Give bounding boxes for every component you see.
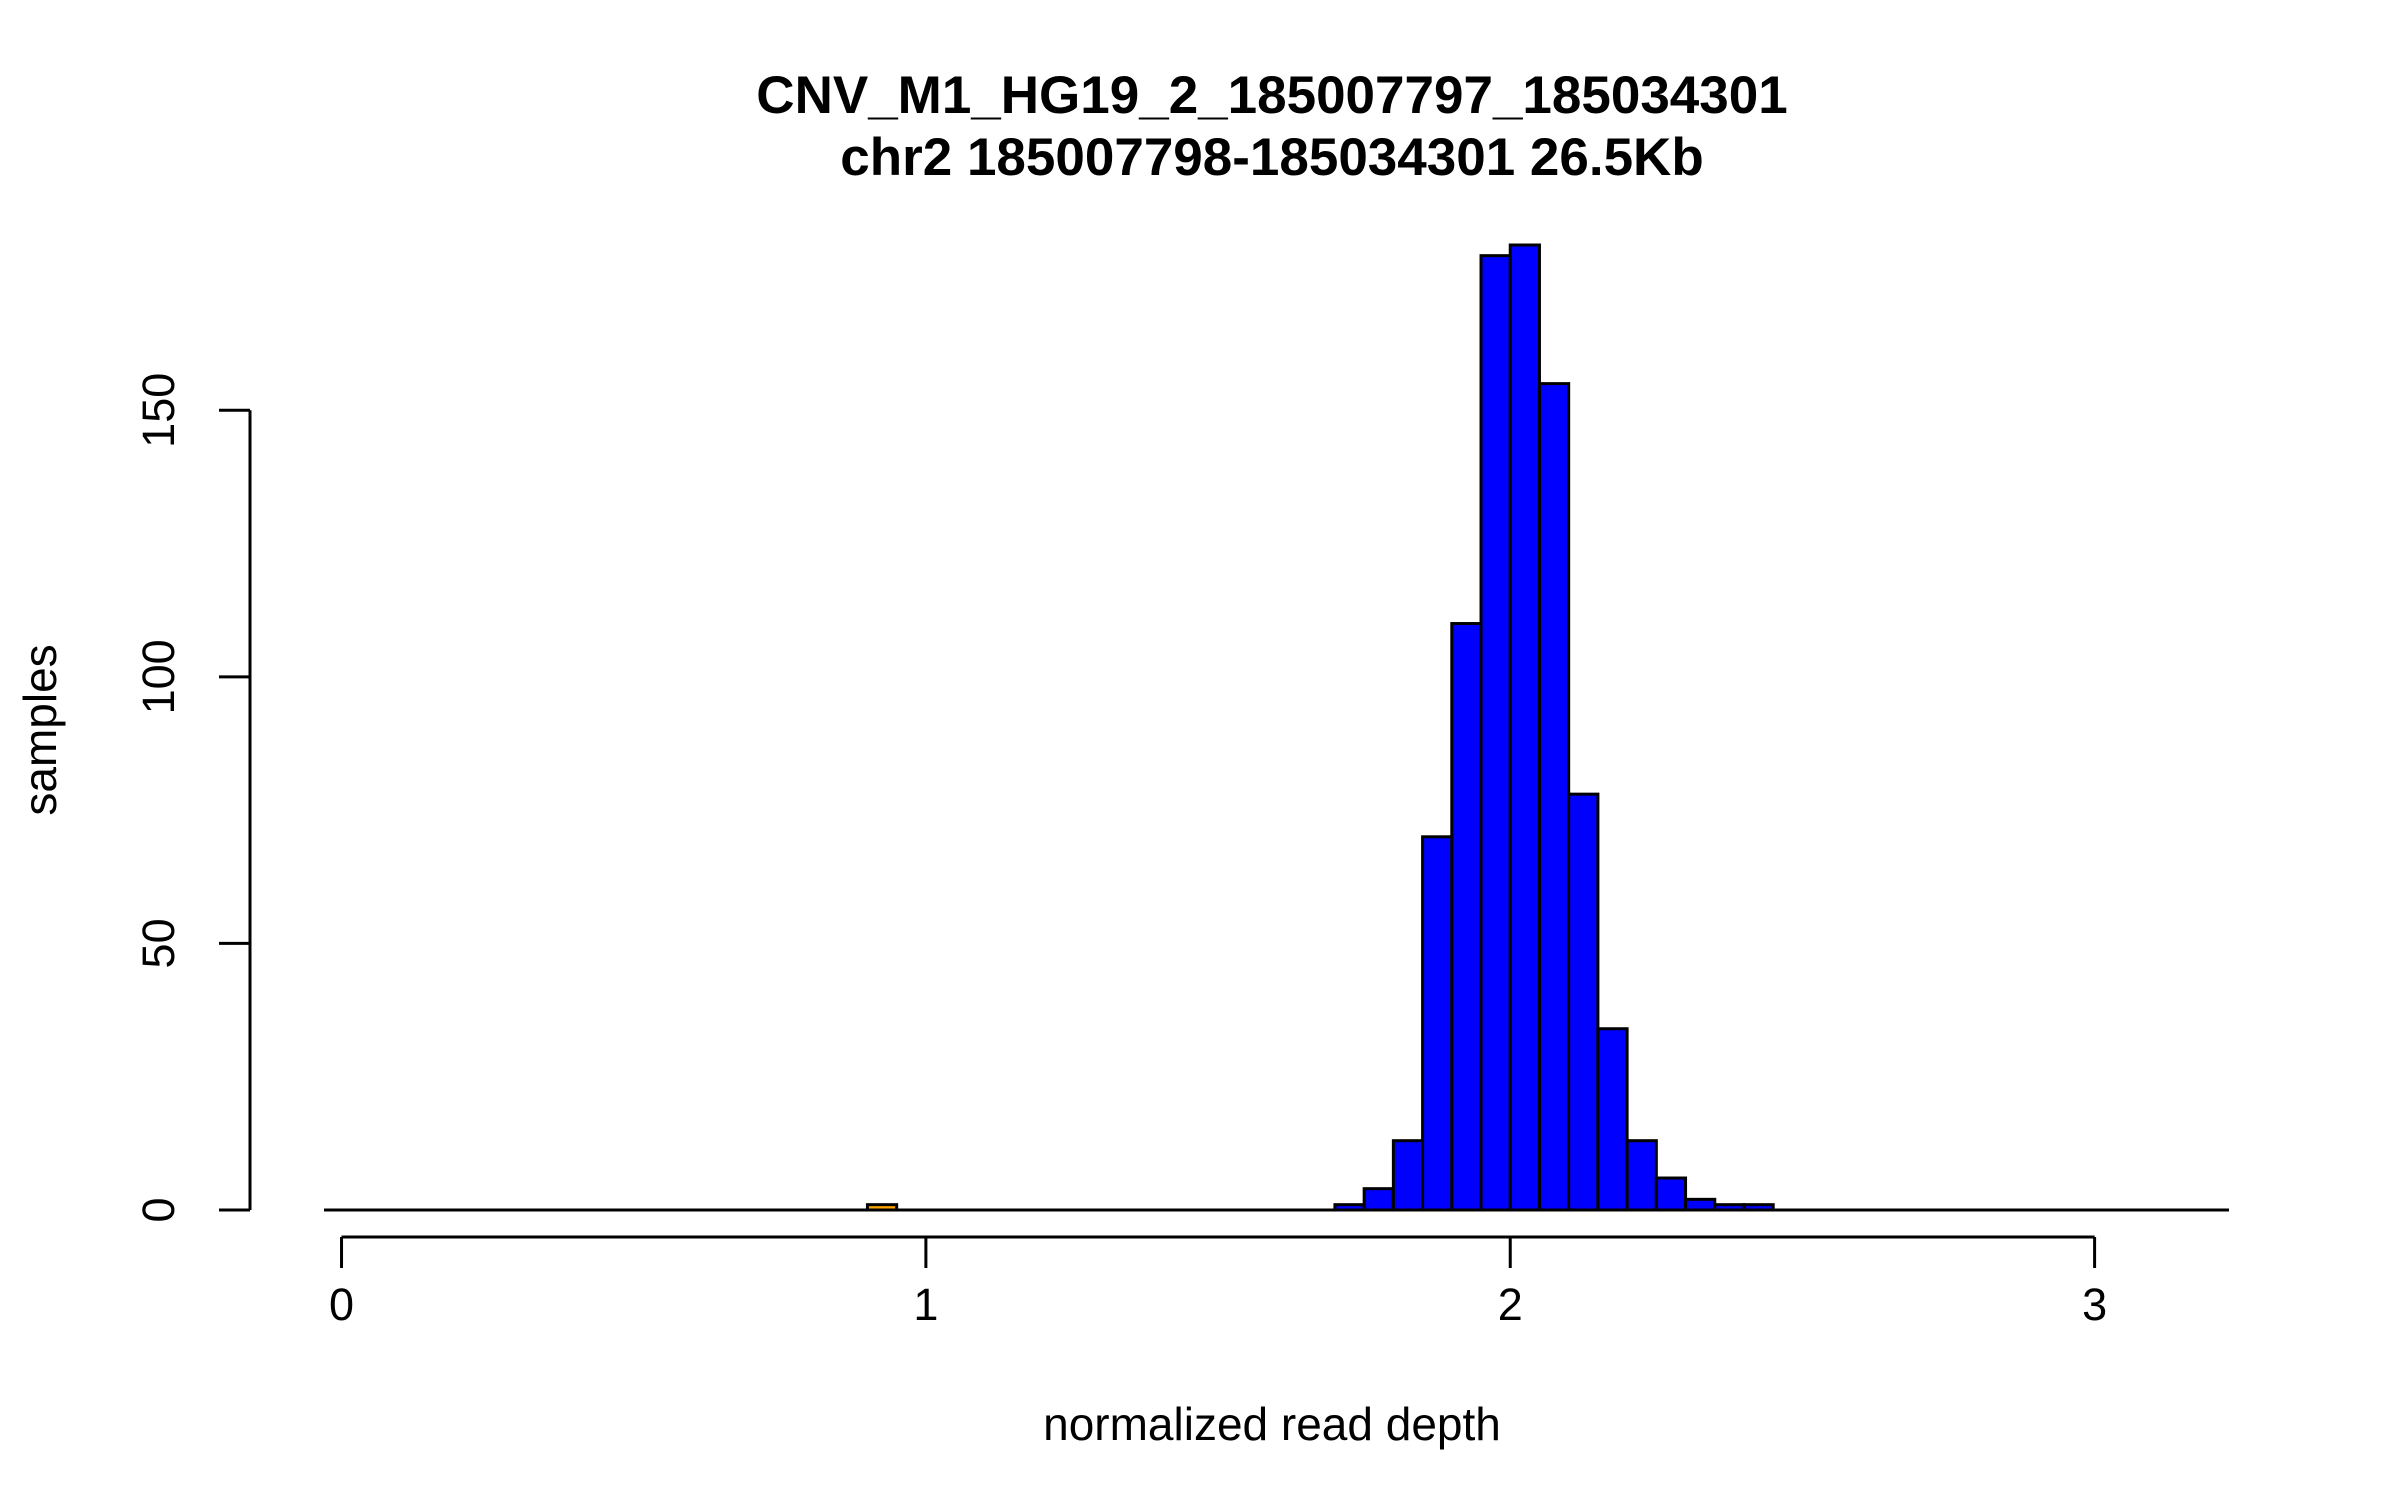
y-tick-label: 150 — [133, 373, 184, 448]
histogram-bar — [1742, 1203, 1775, 1212]
histogram-bar — [1362, 1187, 1395, 1212]
histogram-bar — [1625, 1139, 1658, 1212]
x-tick-label: 3 — [2082, 1279, 2107, 1330]
histogram-bar — [865, 1203, 899, 1212]
histogram-bar — [1479, 254, 1512, 1212]
histogram-bar — [1450, 622, 1483, 1212]
x-tick-label: 2 — [1498, 1279, 1523, 1330]
y-tick-label: 0 — [133, 1197, 184, 1222]
histogram-bar — [1713, 1203, 1746, 1212]
histogram-bar — [1654, 1176, 1688, 1212]
histogram-bar — [1684, 1197, 1717, 1212]
histogram-bar — [1596, 1027, 1629, 1212]
y-axis-title: samples — [14, 644, 66, 815]
axes: 0 1 2 3 0 50 100 150 — [133, 373, 2107, 1330]
y-tick-label: 100 — [133, 639, 184, 714]
histogram-bar — [1567, 792, 1600, 1212]
chart-title: CNV_M1_HG19_2_185007797_185034301 — [756, 66, 1787, 125]
histogram-bar — [1421, 835, 1454, 1212]
histogram-bar — [1333, 1203, 1366, 1212]
x-tick-label: 1 — [913, 1279, 938, 1330]
histogram-bars — [324, 243, 2229, 1212]
y-tick-label: 50 — [133, 918, 184, 968]
x-tick-label: 0 — [329, 1279, 354, 1330]
histogram-bar — [1391, 1139, 1425, 1212]
histogram-bar — [1537, 382, 1571, 1212]
x-axis-title: normalized read depth — [1043, 1398, 1501, 1450]
histogram-bar — [1508, 243, 1541, 1212]
chart-subtitle: chr2 185007798-185034301 26.5Kb — [840, 128, 1703, 187]
